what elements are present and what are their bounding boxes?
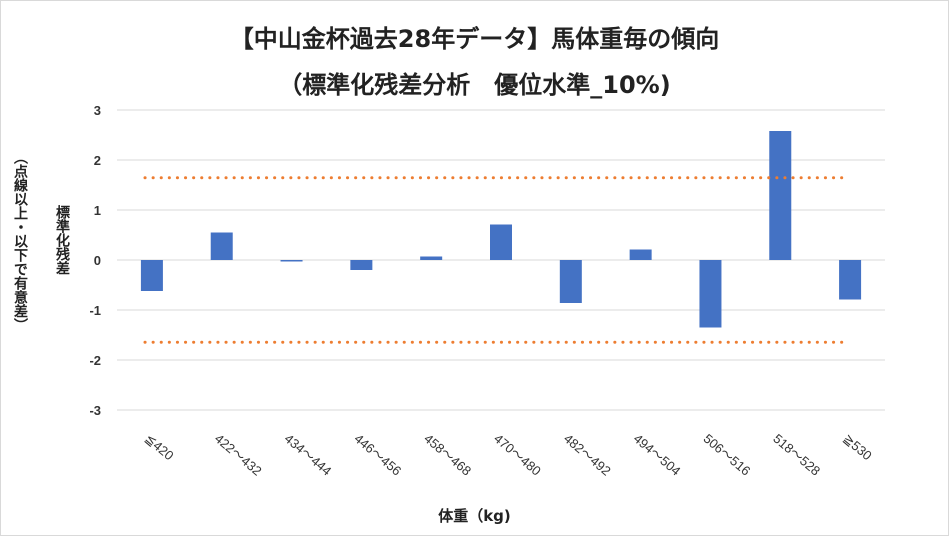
bar [420,256,443,260]
x-axis-label: 体重（kg) [438,507,511,525]
bar [629,249,652,260]
bar [210,232,233,260]
bar [839,260,862,300]
x-tick-label: 518～528 [770,431,823,479]
x-tick-label: ≦420 [142,431,177,463]
bar [280,260,303,262]
x-tick-label: 446～456 [351,431,404,479]
x-tick-label: 434～444 [282,431,335,479]
bar [559,260,582,303]
x-tick-label: 482～492 [561,431,614,479]
x-tick-label: 506～516 [701,431,754,479]
y-tick-label: 0 [94,253,101,268]
bar [699,260,722,328]
chart-subtitle: （標準化残差分析 優位水準_10%) [278,71,671,99]
x-tick-label: 422～432 [212,431,265,479]
bar [769,131,792,260]
bar [350,260,373,270]
y-tick-label: 2 [94,153,101,168]
y-tick-label: 3 [94,103,101,118]
x-tick-label: 494～504 [631,431,684,479]
x-tick-label: ≧530 [840,431,875,463]
bar [490,224,512,260]
chart-title: 【中山金杯過去28年データ】馬体重毎の傾向 [229,25,720,53]
bar [140,260,163,291]
y-tick-label: 1 [94,203,101,218]
y-axis-note: （点線以上・以下で有意差） [12,150,28,332]
y-tick-label: -1 [89,303,101,318]
y-tick-label: -3 [89,403,101,418]
y-axis-label: 標準化残差 [54,205,70,275]
x-tick-label: 458～468 [421,431,474,479]
y-tick-label: -2 [89,353,101,368]
x-tick-label: 470～480 [491,431,544,479]
